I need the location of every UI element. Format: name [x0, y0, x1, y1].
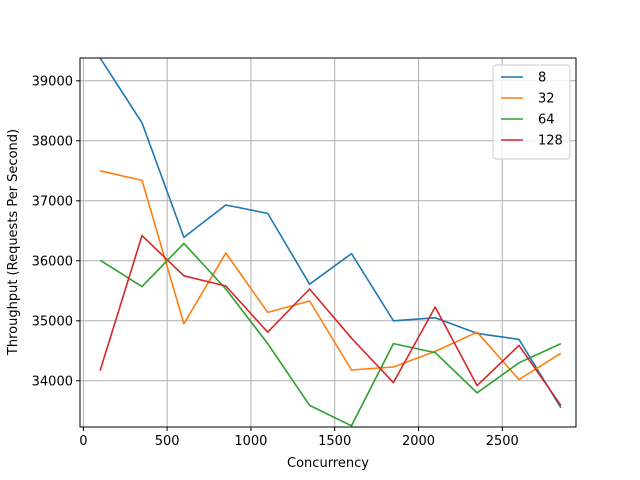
x-axis-label: Concurrency: [287, 456, 369, 471]
y-tick-label: 38000: [32, 134, 73, 149]
x-tick-label: 2000: [402, 434, 435, 449]
series-layer: [99, 58, 562, 427]
plot-frame: [79, 57, 577, 428]
y-axis-ticks: 34000 35000 36000 37000 38000 39000: [32, 74, 80, 389]
x-tick-label: 500: [155, 434, 180, 449]
y-tick-label: 37000: [32, 194, 73, 209]
x-tick-label: 1000: [234, 434, 267, 449]
y-tick-label: 36000: [32, 254, 73, 269]
y-axis-label: Throughput (Requests Per Second): [6, 129, 21, 356]
y-tick-label: 34000: [32, 374, 73, 389]
legend-label: 8: [538, 71, 546, 86]
x-axis-ticks: 0 500 1000 1500 2000 2500: [79, 427, 519, 449]
y-tick-label: 39000: [32, 74, 73, 89]
legend-label: 128: [538, 134, 563, 149]
x-tick-label: 2500: [486, 434, 519, 449]
legend: 8 32 64 128: [492, 64, 571, 160]
x-tick-label: 1500: [318, 434, 351, 449]
series-line-64: [99, 242, 562, 427]
series-line-8: [99, 58, 562, 409]
legend-box: [492, 64, 571, 160]
legend-label: 64: [538, 113, 555, 128]
legend-label: 32: [538, 92, 555, 107]
x-tick-label: 0: [79, 434, 87, 449]
series-line-128: [99, 234, 562, 406]
series-line-32: [99, 170, 562, 381]
y-tick-label: 35000: [32, 314, 73, 329]
